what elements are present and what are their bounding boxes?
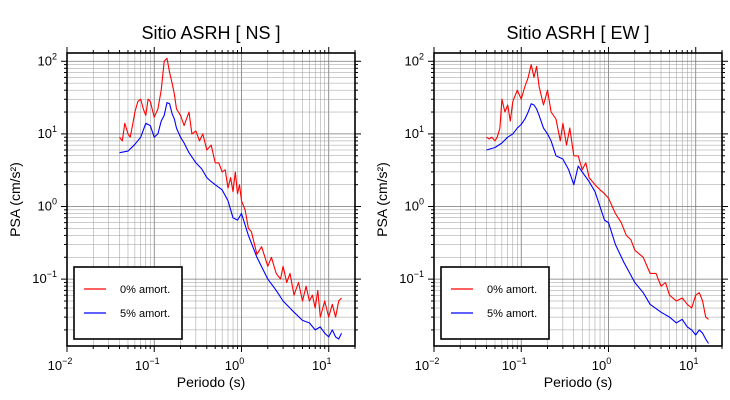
legend-label: 5% amort. xyxy=(120,308,170,320)
y-tick-label: 100 xyxy=(405,197,424,214)
series-line-undamped xyxy=(486,64,709,320)
x-tick-label: 101 xyxy=(312,356,331,373)
series-line-damped xyxy=(486,103,709,344)
x-tick-label: 10−1 xyxy=(135,356,160,373)
y-tick-label: 100 xyxy=(38,197,57,214)
y-axis-label: PSA (cm/s²) xyxy=(7,162,23,237)
chart-panel-1: 10−2 10−1 100 101 10−1 100 101 102 Sitio ASRH [ … xyxy=(374,23,728,390)
legend-label: 0% amort. xyxy=(120,284,170,296)
plot-frame xyxy=(66,52,356,347)
axis-ticks xyxy=(428,47,728,352)
axis-ticks xyxy=(61,47,361,352)
series-line-damped xyxy=(119,102,342,340)
y-tick-label: 101 xyxy=(38,124,57,141)
y-axis-label: PSA (cm/s²) xyxy=(374,162,390,237)
y-tick-label: 102 xyxy=(405,51,424,68)
chart-title: Sitio ASRH [ EW ] xyxy=(506,23,649,43)
x-tick-label: 100 xyxy=(225,356,244,373)
grid xyxy=(66,53,356,346)
grid xyxy=(433,53,723,346)
legend-label: 0% amort. xyxy=(487,284,537,296)
x-axis-label: Periodo (s) xyxy=(544,374,612,390)
x-tick-label: 10−2 xyxy=(415,356,440,373)
x-tick-label: 10−1 xyxy=(502,356,527,373)
series-line-undamped xyxy=(119,57,342,318)
legend-label: 5% amort. xyxy=(487,308,537,320)
x-tick-label: 10−2 xyxy=(48,356,73,373)
y-tick-label: 10−1 xyxy=(32,269,57,286)
y-tick-label: 10−1 xyxy=(399,269,424,286)
legend: 0% amort. 5% amort. xyxy=(73,266,183,340)
legend-box xyxy=(73,266,183,340)
y-tick-label: 102 xyxy=(38,51,57,68)
legend: 0% amort. 5% amort. xyxy=(440,266,550,340)
x-axis-label: Periodo (s) xyxy=(177,374,245,390)
x-tick-label: 101 xyxy=(679,356,698,373)
legend-box xyxy=(440,266,550,340)
x-tick-label: 100 xyxy=(592,356,611,373)
chart-panel-0: 10−2 10−1 100 101 10−1 100 101 102 Sitio ASRH [ … xyxy=(7,23,361,390)
chart-title: Sitio ASRH [ NS ] xyxy=(141,23,280,43)
plot-frame xyxy=(433,52,723,347)
y-tick-label: 101 xyxy=(405,124,424,141)
